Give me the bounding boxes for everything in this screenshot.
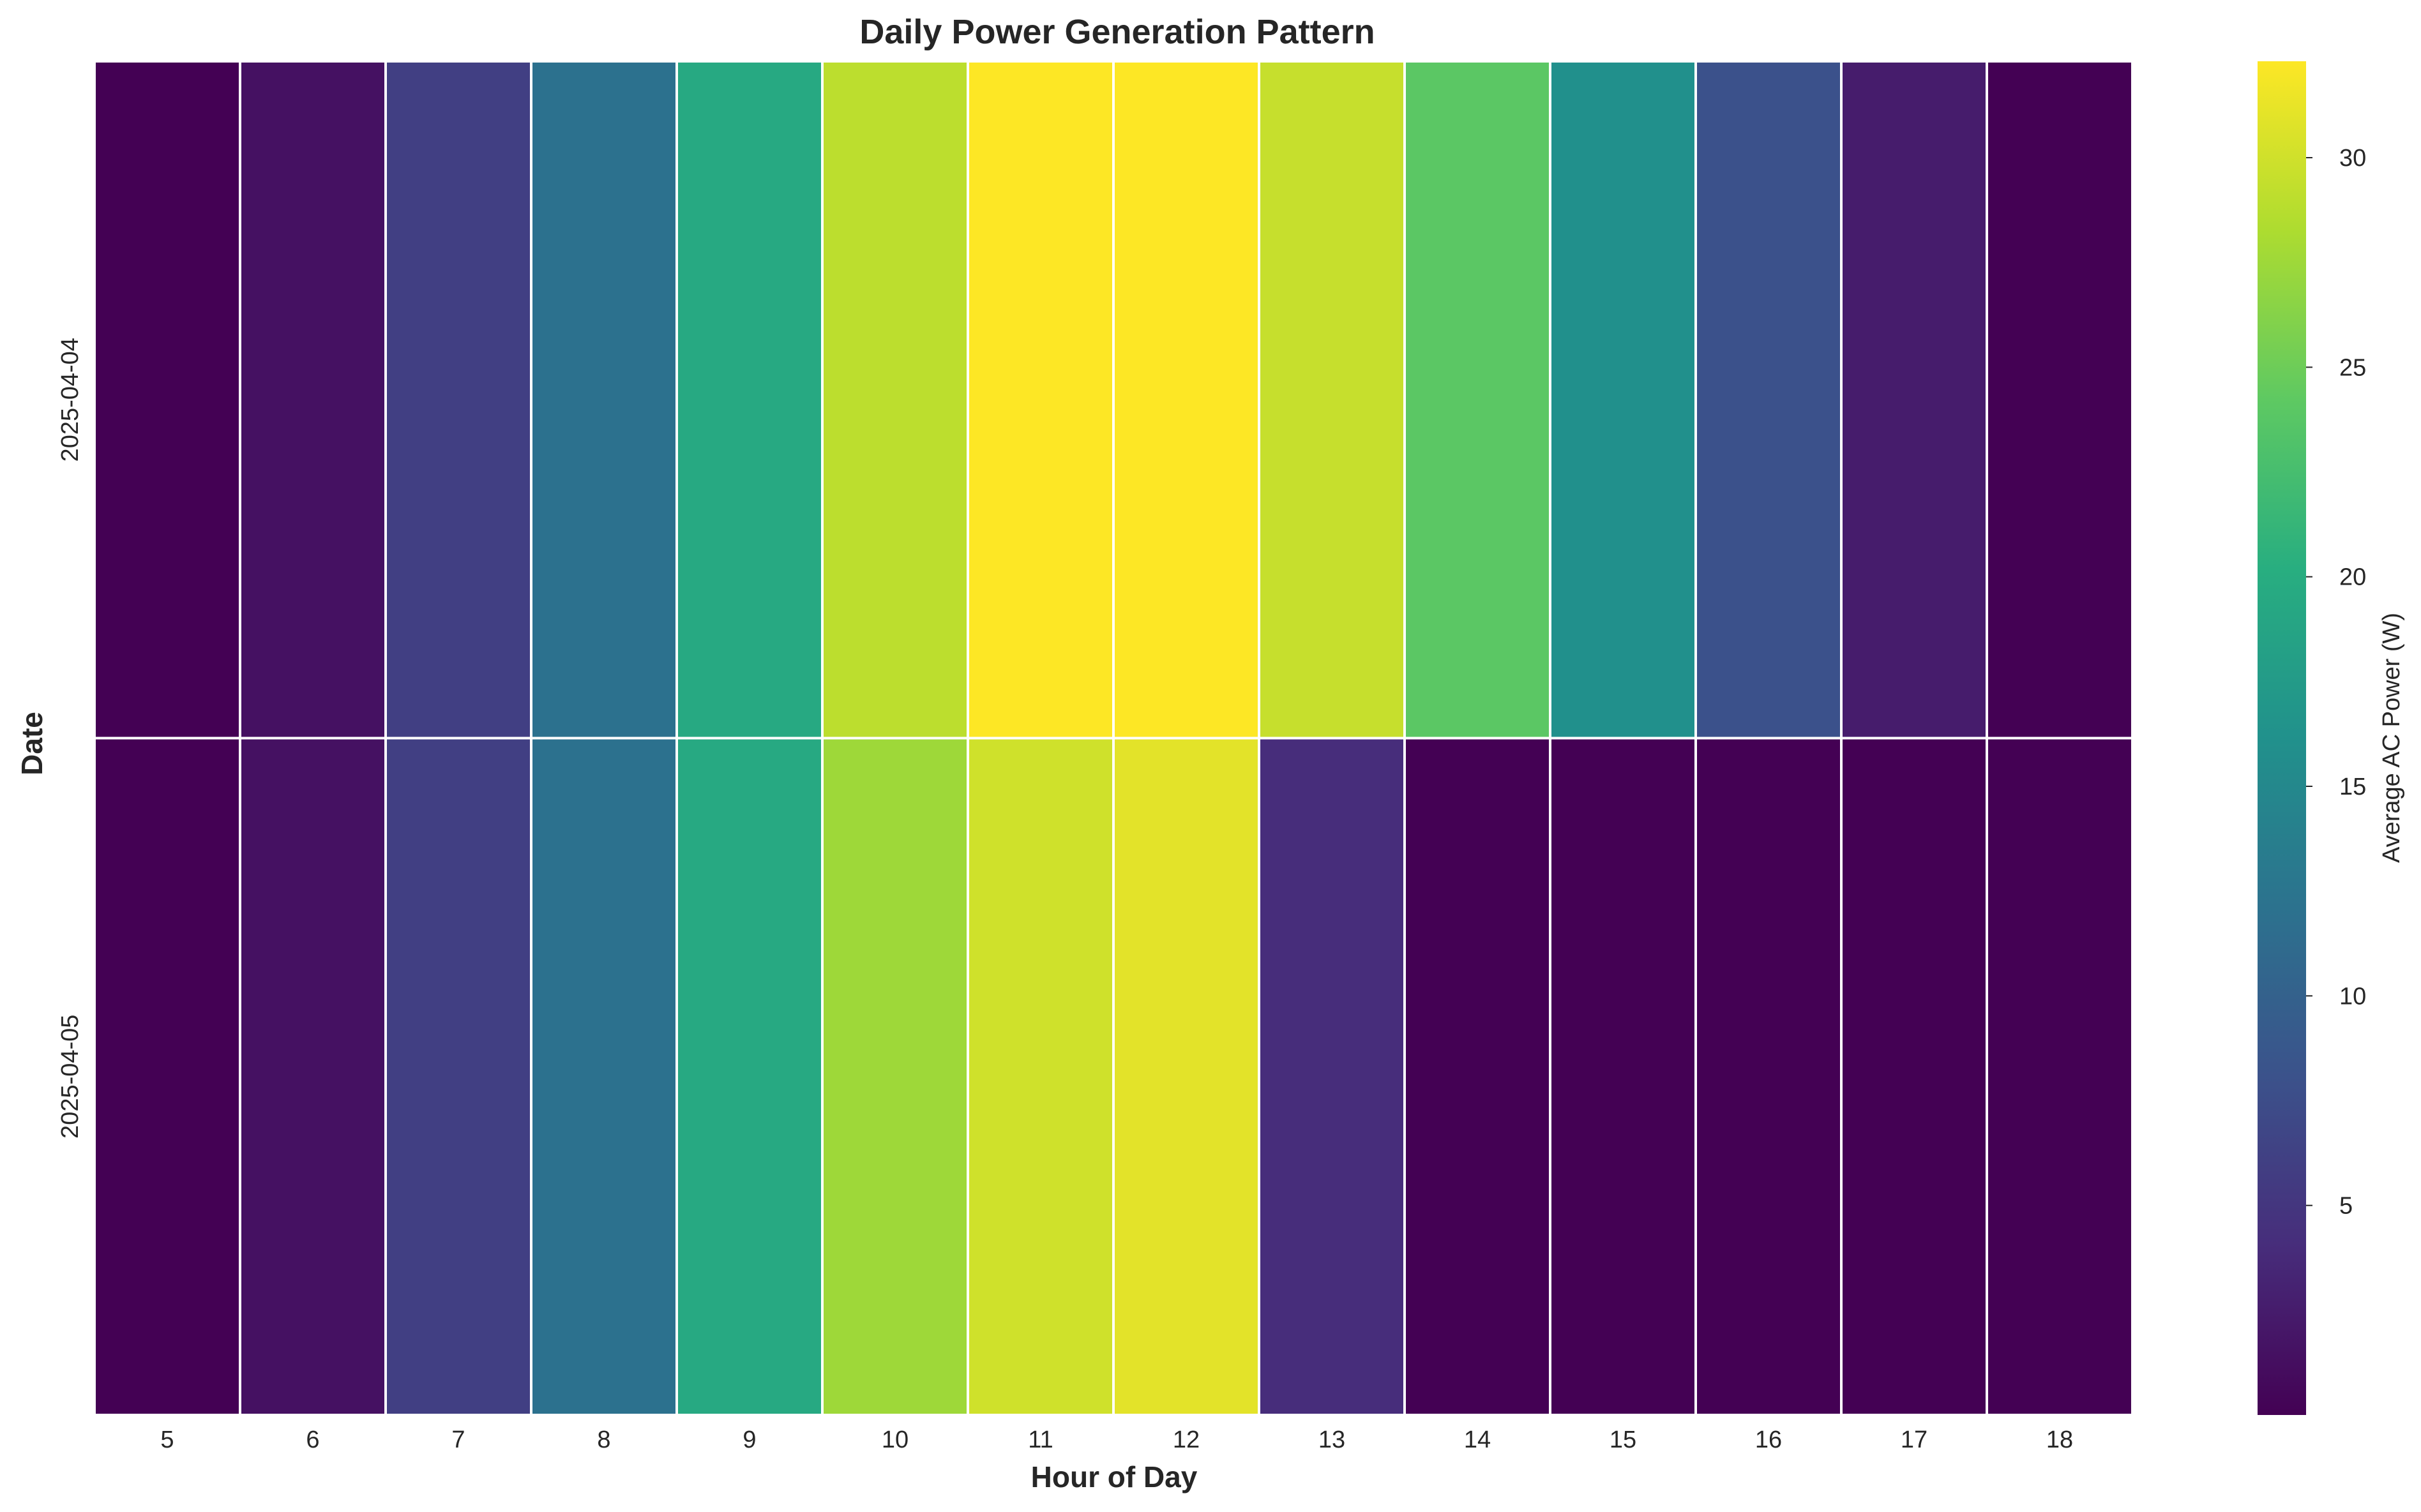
heatmap-cell	[1403, 60, 1551, 740]
x-tick-label: 17	[1901, 1426, 1927, 1453]
x-tick-label: 5	[160, 1426, 174, 1453]
heatmap-cell	[1840, 60, 1988, 740]
heatmap-cell	[675, 60, 824, 740]
heatmap-cell	[821, 737, 969, 1416]
colorbar-tick-label: 15	[2339, 774, 2366, 800]
heatmap-cell	[1986, 737, 2134, 1416]
x-tick-label: 18	[2046, 1426, 2073, 1453]
heatmap-cell	[530, 60, 678, 740]
colorbar-tick-label: 5	[2339, 1193, 2353, 1220]
heatmap-cell	[1986, 60, 2134, 740]
heatmap-cell	[93, 737, 241, 1416]
x-tick-label: 9	[743, 1426, 756, 1453]
x-tick-label: 16	[1755, 1426, 1782, 1453]
x-tick-label: 7	[451, 1426, 465, 1453]
heatmap-cell	[1112, 737, 1260, 1416]
y-axis-label: Date	[15, 712, 49, 775]
heatmap-cell	[1403, 737, 1551, 1416]
x-tick-label: 15	[1610, 1426, 1636, 1453]
heatmap-cell	[1549, 60, 1697, 740]
colorbar-label: Average AC Power (W)	[2378, 613, 2405, 863]
chart-title: Daily Power Generation Pattern	[859, 13, 1375, 51]
heatmap-cell	[384, 60, 532, 740]
x-axis-label: Hour of Day	[1031, 1460, 1198, 1493]
x-tick-label: 14	[1464, 1426, 1491, 1453]
heatmap-cell	[1258, 737, 1406, 1416]
colorbar-tick-label: 20	[2339, 564, 2366, 591]
heatmap-cell	[239, 60, 387, 740]
y-tick-label: 2025-04-05	[57, 1015, 84, 1139]
x-tick-label: 10	[882, 1426, 909, 1453]
heatmap-cell	[1258, 60, 1406, 740]
x-tick-label: 11	[1028, 1426, 1053, 1453]
heatmap-cell	[821, 60, 969, 740]
colorbar-tick-label: 10	[2339, 983, 2366, 1010]
heatmap-cell	[1112, 60, 1260, 740]
heatmap-cell	[967, 60, 1115, 740]
colorbar-tick-label: 25	[2339, 354, 2366, 381]
colorbar-tick-label: 30	[2339, 145, 2366, 172]
heatmap-cell	[675, 737, 824, 1416]
heatmap-cell	[1549, 737, 1697, 1416]
x-tick-label: 12	[1173, 1426, 1200, 1453]
heatmap-cell	[93, 60, 241, 740]
colorbar-ticks: 5 10 15 20 25 30	[2306, 145, 2366, 1220]
heatmap-cell	[530, 737, 678, 1416]
colorbar	[2258, 61, 2306, 1415]
x-tick-label: 8	[597, 1426, 610, 1453]
heatmap-cells	[93, 60, 2134, 1416]
x-tick-label: 6	[306, 1426, 319, 1453]
heatmap-cell	[1694, 60, 1843, 740]
x-tick-label: 13	[1318, 1426, 1345, 1453]
x-tick-labels: 5 6 7 8 9 10 11 12 13 14 15 16 17 18	[160, 1426, 2073, 1453]
heatmap-cell	[239, 737, 387, 1416]
y-tick-label: 2025-04-04	[57, 338, 84, 461]
heatmap-cell	[1694, 737, 1843, 1416]
heatmap-cell	[967, 737, 1115, 1416]
heatmap-cell	[384, 737, 532, 1416]
y-tick-labels: 2025-04-04 2025-04-05	[57, 338, 84, 1139]
heatmap-cell	[1840, 737, 1988, 1416]
